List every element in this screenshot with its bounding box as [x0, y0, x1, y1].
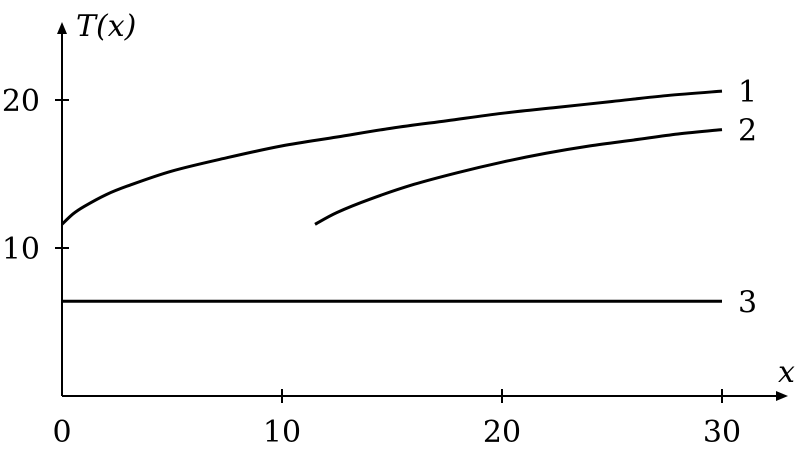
series-labels: 1 2 3 [738, 75, 757, 320]
y-axis-title: T(x) [76, 9, 136, 44]
curves [60, 89, 723, 303]
x-tick-label: 20 [483, 415, 521, 450]
y-tick-label: 10 [2, 232, 40, 267]
series-line-2 [314, 128, 723, 226]
axes: x T(x) [57, 9, 795, 401]
y-tick-label: 20 [2, 84, 40, 119]
x-tick-label: 10 [263, 415, 301, 450]
x-tick-label: 30 [703, 415, 741, 450]
x-tick-label: 0 [52, 415, 71, 450]
y-axis-arrow [57, 22, 67, 34]
series-label-3: 3 [738, 285, 757, 320]
series-line-1 [60, 89, 723, 226]
series-label-2: 2 [738, 114, 757, 149]
x-axis-title: x [778, 355, 795, 390]
ticks: 0 10 20 30 10 20 [2, 84, 741, 450]
x-axis-arrow [776, 391, 788, 401]
series-label-1: 1 [738, 75, 757, 110]
